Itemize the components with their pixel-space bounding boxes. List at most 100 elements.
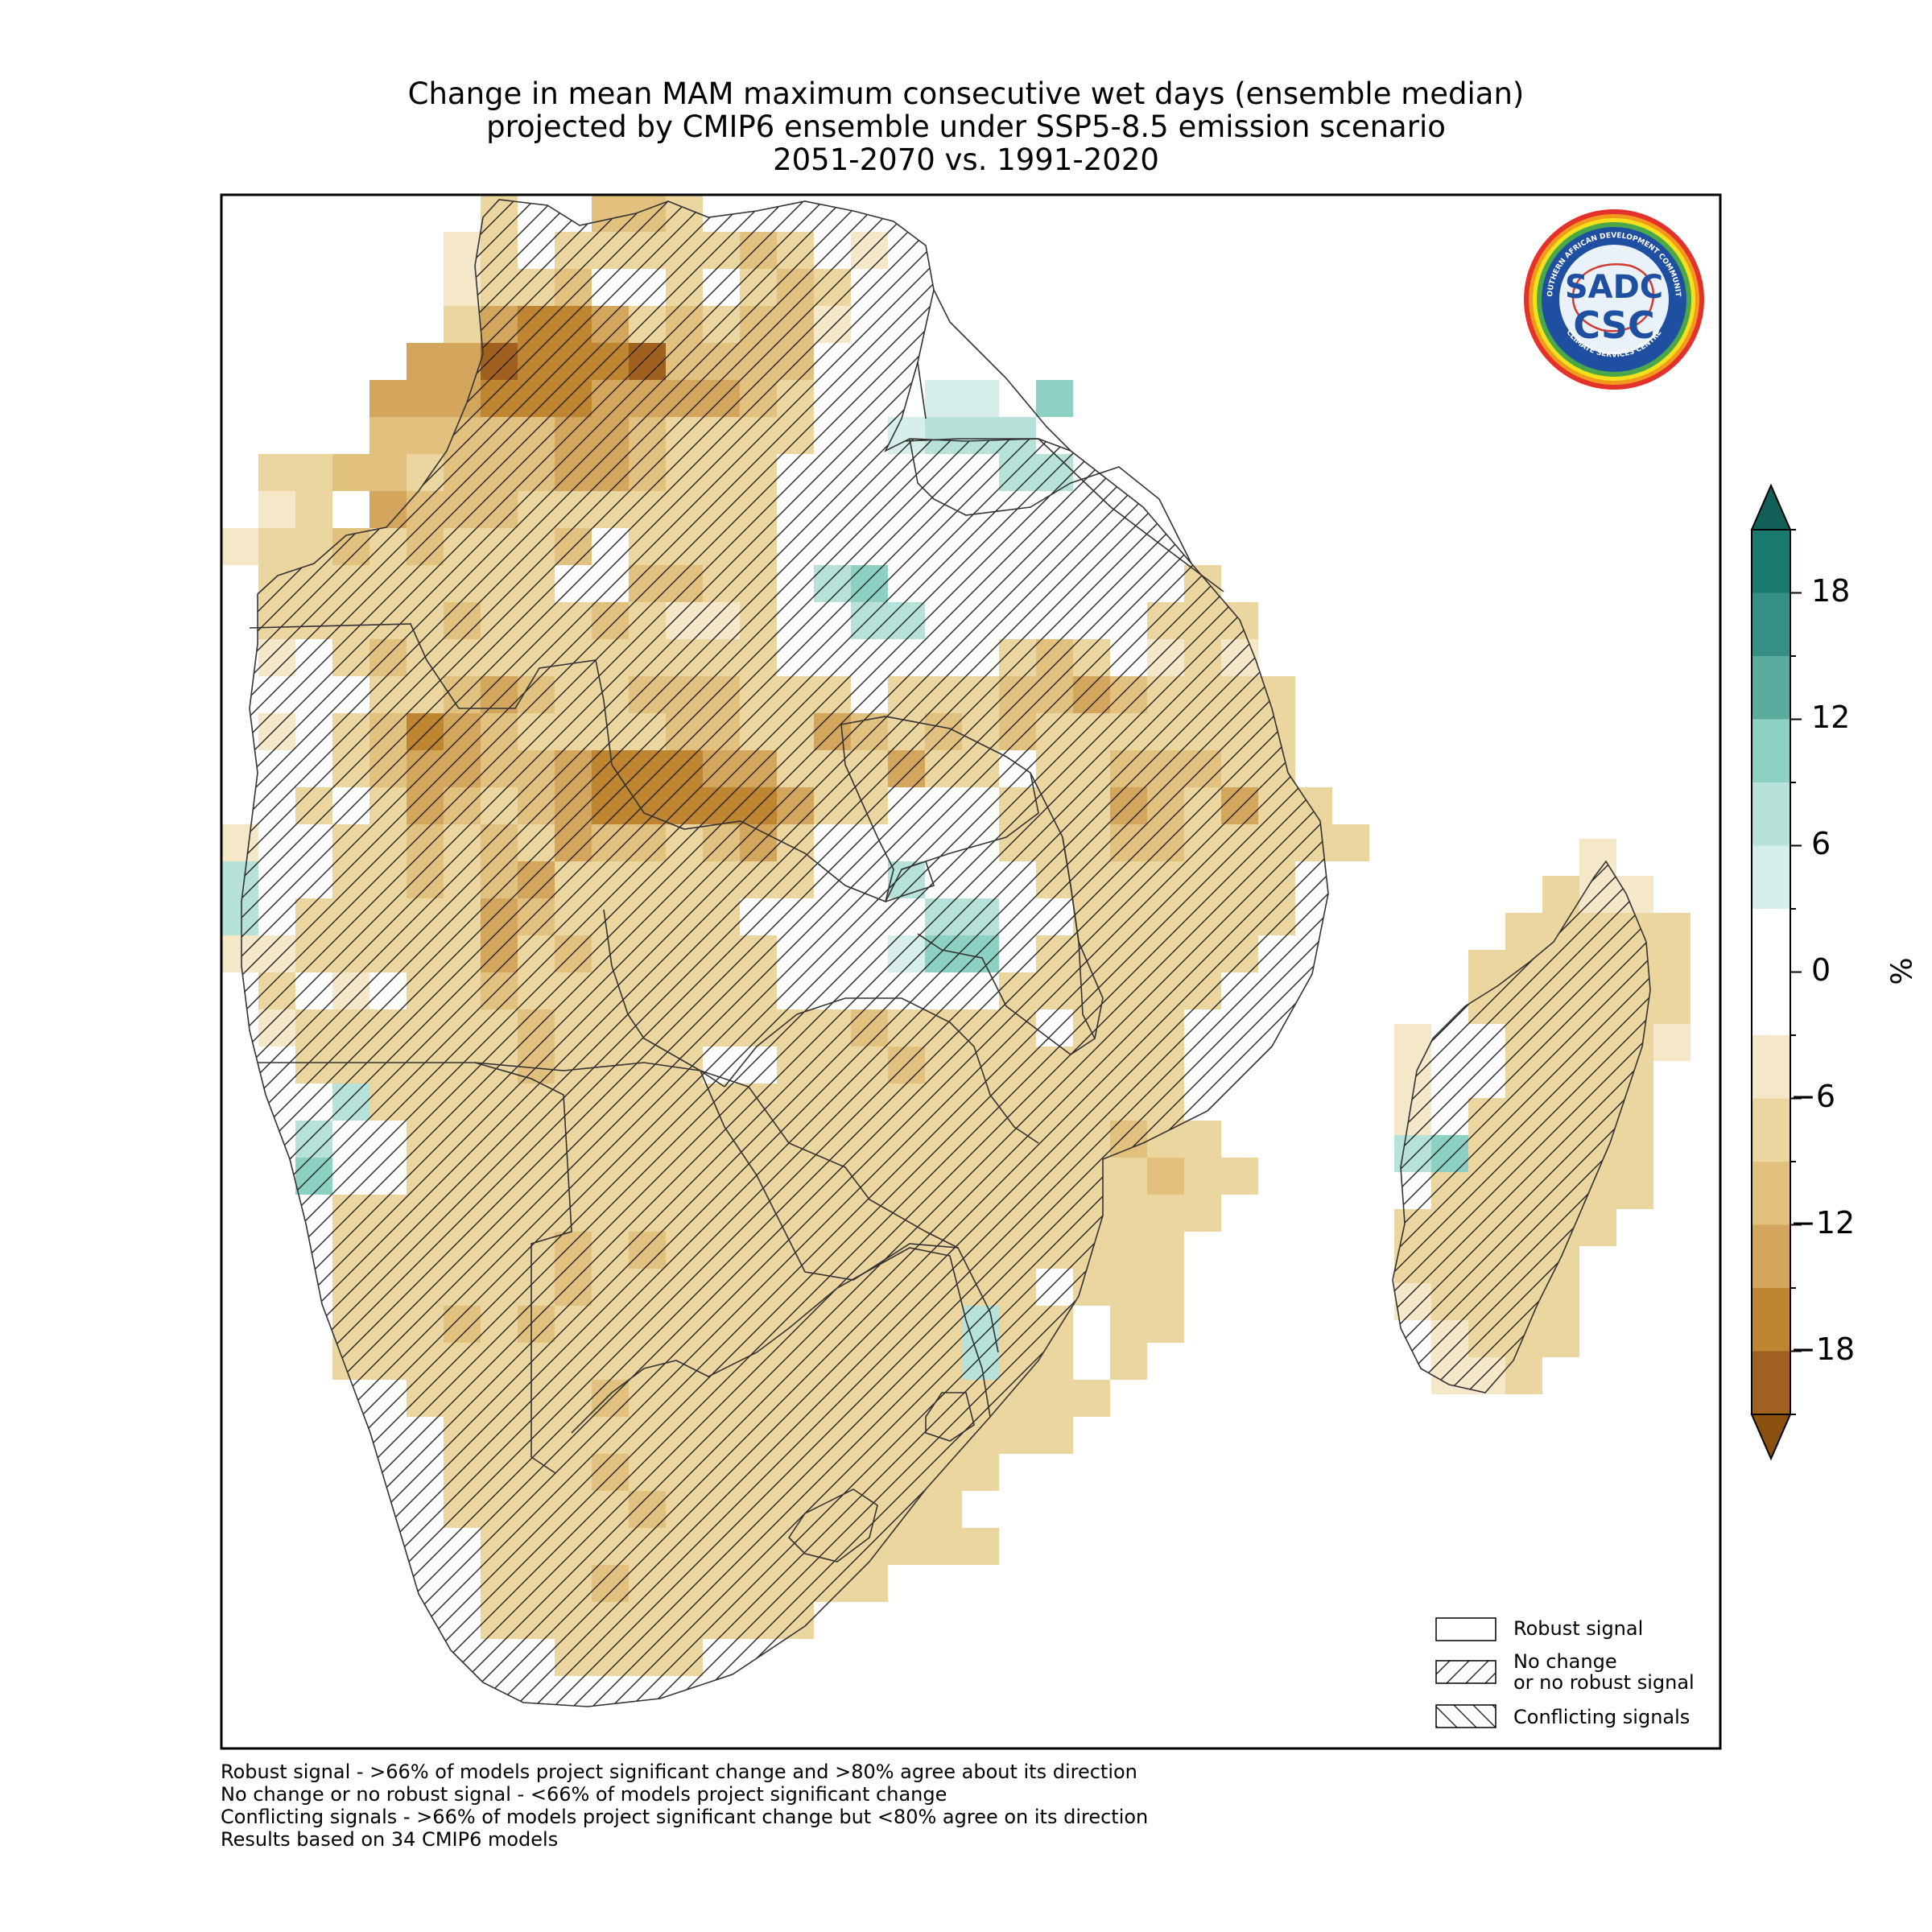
colorbar-tick-6: 6 (1811, 826, 1831, 861)
mainland-cell (444, 343, 481, 380)
madagascar-cell (1468, 950, 1505, 987)
madagascar-cell (1653, 1024, 1690, 1061)
colorbar-tick-18: 18 (1811, 573, 1851, 609)
madagascar-cell (1542, 876, 1579, 913)
mainland-cell (444, 269, 481, 306)
colorbar-segment (1752, 1162, 1790, 1225)
colorbar-tick-neg18: −18 (1790, 1331, 1856, 1367)
mainland-cell (407, 417, 444, 454)
colorbar-segment (1752, 1288, 1790, 1352)
mainland-cell (444, 232, 481, 269)
mainland-cell (1073, 1343, 1110, 1380)
mainland-cell (258, 528, 295, 565)
legend-swatch-conflicting (1435, 1704, 1496, 1728)
legend-nochange-label-2: or no robust signal (1513, 1671, 1695, 1694)
mainland-cell (1147, 1158, 1184, 1195)
title-line-2: projected by CMIP6 ensemble under SSP5-8… (486, 109, 1446, 144)
mainland-cell (221, 528, 258, 565)
mainland-cell (369, 454, 407, 491)
mainland-cell (1110, 1306, 1147, 1343)
mainland-cell (925, 1491, 962, 1528)
mainland-cell (962, 343, 999, 380)
colorbar-tick-12: 12 (1811, 700, 1851, 735)
mainland-cell (1147, 1195, 1184, 1232)
colorbar-segment (1752, 719, 1790, 783)
mainland-cell (1184, 1195, 1221, 1232)
mainland-cell (1147, 1269, 1184, 1306)
mainland-cell (1184, 1121, 1221, 1158)
mainland-cell (962, 1528, 999, 1565)
colorbar-extend-bottom (1750, 1414, 1792, 1461)
colorbar-segment (1752, 782, 1790, 846)
mainland-cell (999, 1417, 1036, 1454)
mainland-cell (888, 1528, 925, 1565)
legend-robust-label: Robust signal (1513, 1617, 1644, 1640)
title-line-1: Change in mean MAM maximum consecutive w… (407, 76, 1525, 111)
legend-nochange-label-1: No change (1513, 1650, 1617, 1673)
mainland-cell (295, 491, 332, 528)
colorbar-tick-neg12: −12 (1790, 1205, 1856, 1241)
mainland-cell (962, 1454, 999, 1491)
madagascar-cell (1542, 1283, 1579, 1320)
mainland-cell (925, 1528, 962, 1565)
mainland-cell (258, 491, 295, 528)
footnote-no-change: No change or no robust signal - <66% of … (221, 1783, 947, 1806)
madagascar-cell (1653, 913, 1690, 950)
chart-title: Change in mean MAM maximum consecutive w… (0, 77, 1932, 176)
colorbar-extend-top (1750, 483, 1792, 530)
mainland-cell (1184, 1158, 1221, 1195)
mainland-cell (1147, 1232, 1184, 1269)
map-frame (220, 193, 1722, 1750)
legend-swatch-robust (1435, 1617, 1496, 1641)
mainland-cell (369, 417, 407, 454)
mainland-cell (1110, 1343, 1147, 1380)
legend-conflicting-label: Conflicting signals (1513, 1706, 1690, 1728)
colorbar-segment (1752, 909, 1790, 972)
mainland-cell (1036, 1417, 1073, 1454)
logo-mark-bottom: CSC (1573, 303, 1655, 347)
logo-mark-top: SADC (1565, 269, 1663, 306)
colorbar-unit: % (1885, 957, 1919, 985)
footnote-models: Results based on 34 CMIP6 models (221, 1828, 559, 1851)
mainland-cell (407, 380, 444, 417)
mainland-cell (1221, 1158, 1258, 1195)
mainland-cell (444, 306, 481, 343)
sadc-csc-logo (1524, 209, 1704, 390)
colorbar-segment (1752, 1035, 1790, 1099)
mainland-cell (258, 454, 295, 491)
colorbar-segment (1752, 530, 1790, 593)
mainland-cell (1110, 1195, 1147, 1232)
madagascar-cell (1653, 987, 1690, 1024)
footnotes: Robust signal - >66% of models project s… (221, 1761, 1148, 1851)
mainland-cell (925, 343, 962, 380)
madagascar-cell (1616, 1172, 1653, 1209)
colorbar-tick-0: 0 (1811, 952, 1831, 988)
colorbar-segment (1752, 592, 1790, 657)
madagascar-cell (1653, 950, 1690, 987)
colorbar-segment (1752, 972, 1790, 1036)
mainland-cell (1110, 1269, 1147, 1306)
colorbar-segment (1752, 656, 1790, 720)
colorbar-tick-neg6: −6 (1790, 1079, 1836, 1114)
mainland-cell (1110, 1232, 1147, 1269)
mainland-cell (1073, 1306, 1110, 1343)
mainland-cell (1147, 1306, 1184, 1343)
footnote-robust: Robust signal - >66% of models project s… (221, 1761, 1137, 1783)
mainland-cell (1036, 1380, 1073, 1417)
madagascar-cell (1505, 913, 1542, 950)
legend-swatch-no-change (1435, 1660, 1496, 1684)
colorbar-segment (1752, 1351, 1790, 1415)
footnote-conflicting: Conflicting signals - >66% of models pro… (221, 1806, 1149, 1828)
mainland-cell (1110, 1158, 1147, 1195)
colorbar (1750, 483, 1802, 1461)
mainland-cell (295, 454, 332, 491)
mainland-cell (1036, 380, 1073, 417)
mainland-cell (999, 380, 1036, 417)
madagascar-cell (1579, 1209, 1616, 1246)
mainland-cell (999, 343, 1036, 380)
country-borders (241, 199, 1651, 1707)
mainland-cell (962, 380, 999, 417)
mainland-cell (925, 380, 962, 417)
mainland-cell (369, 380, 407, 417)
